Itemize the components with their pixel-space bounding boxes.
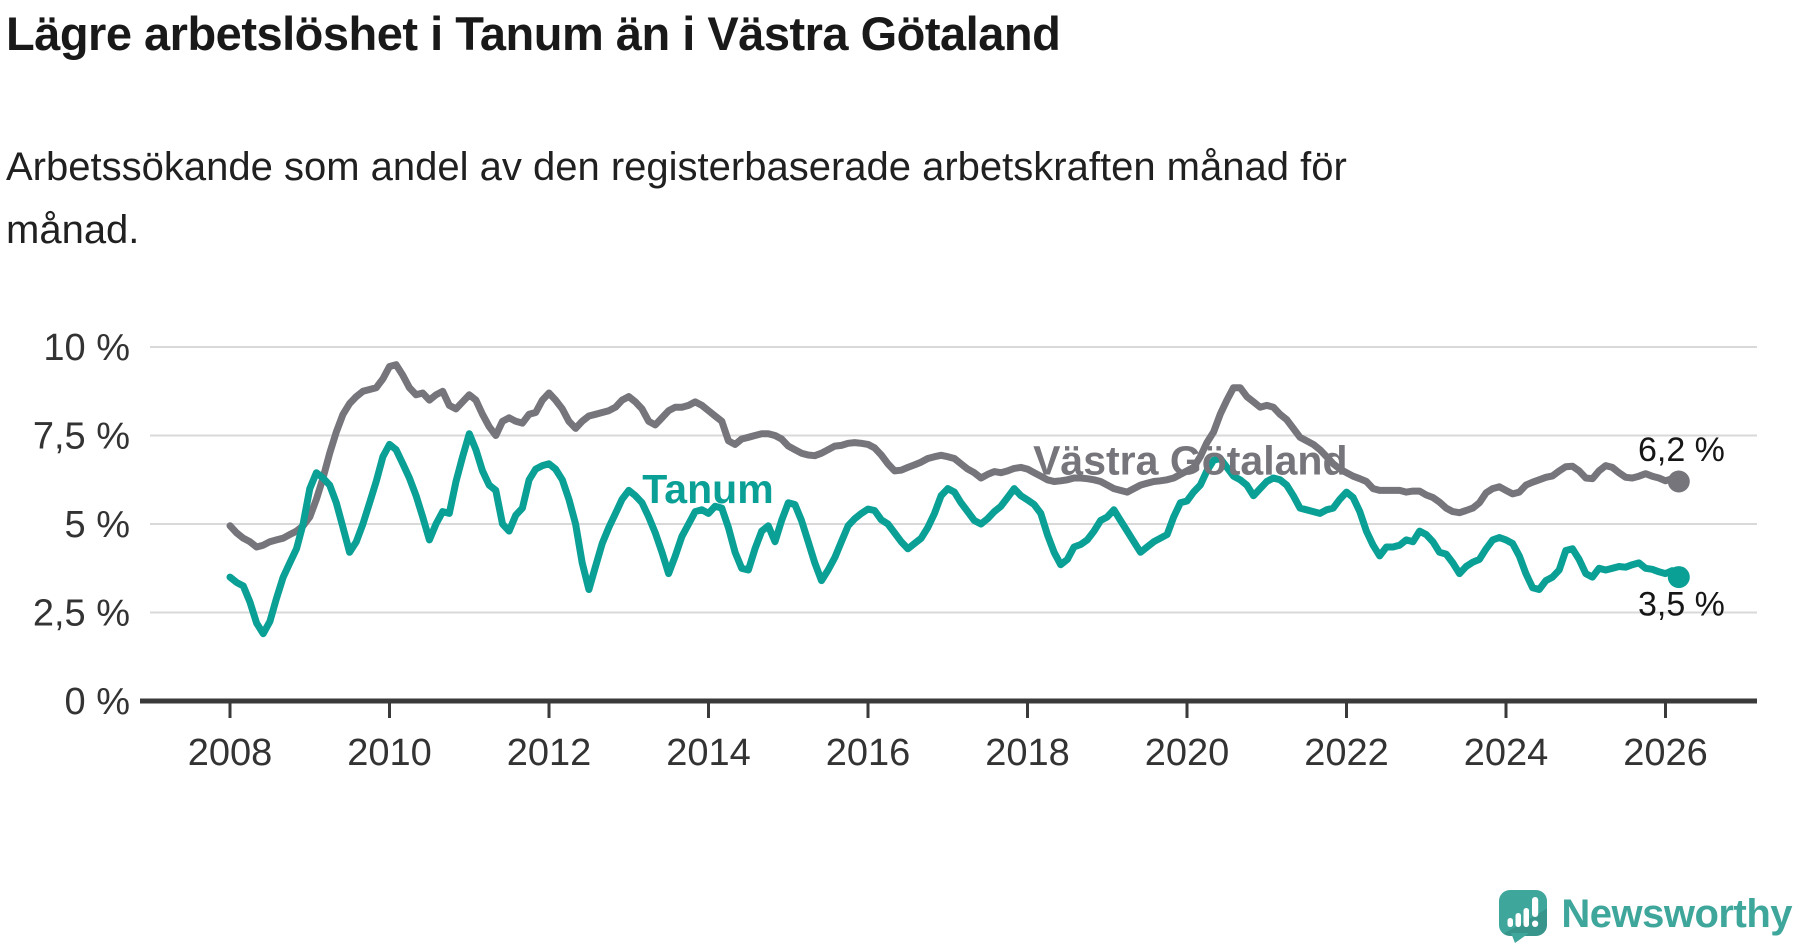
newsworthy-logo-text: Newsworthy: [1561, 892, 1792, 936]
series-end-dot: [1667, 566, 1690, 589]
x-axis-tick-label: 2012: [507, 732, 592, 774]
x-axis-tick-label: 2024: [1464, 732, 1549, 774]
x-axis-tick-label: 2010: [347, 732, 432, 774]
y-axis-tick-label: 2,5 %: [33, 593, 130, 635]
newsworthy-logo-icon: [1499, 890, 1548, 943]
x-axis-tick-label: 2026: [1623, 732, 1708, 774]
series-line-tanum: [226, 430, 1683, 638]
series-label-v-stra-g-taland: Västra Götaland: [1033, 437, 1347, 483]
series-line-v-stra-g-taland: [226, 361, 1683, 551]
page-subtitle: Arbetssökande som andel av den registerb…: [6, 145, 1347, 252]
y-axis-tick-label: 0 %: [65, 681, 130, 723]
series-end-dot: [1667, 470, 1690, 493]
series-label-tanum: Tanum: [642, 466, 773, 512]
series-end-value-label: 6,2 %: [1638, 431, 1725, 469]
x-axis-tick-label: 2008: [188, 732, 273, 774]
x-axis-tick-label: 2014: [666, 732, 751, 774]
x-axis-tick-label: 2016: [826, 732, 911, 774]
series-end-value-label: 3,5 %: [1638, 585, 1725, 623]
newsworthy-logo: Newsworthy: [1498, 889, 1792, 943]
x-axis-tick-label: 2022: [1304, 732, 1389, 774]
y-axis-tick-label: 7,5 %: [33, 416, 130, 458]
y-axis-tick-label: 5 %: [65, 504, 130, 546]
y-axis-tick-label: 10 %: [43, 327, 130, 369]
x-axis-tick-label: 2018: [985, 732, 1070, 774]
x-axis-tick-label: 2020: [1145, 732, 1230, 774]
page-title: Lägre arbetslöshet i Tanum än i Västra G…: [6, 7, 1061, 60]
